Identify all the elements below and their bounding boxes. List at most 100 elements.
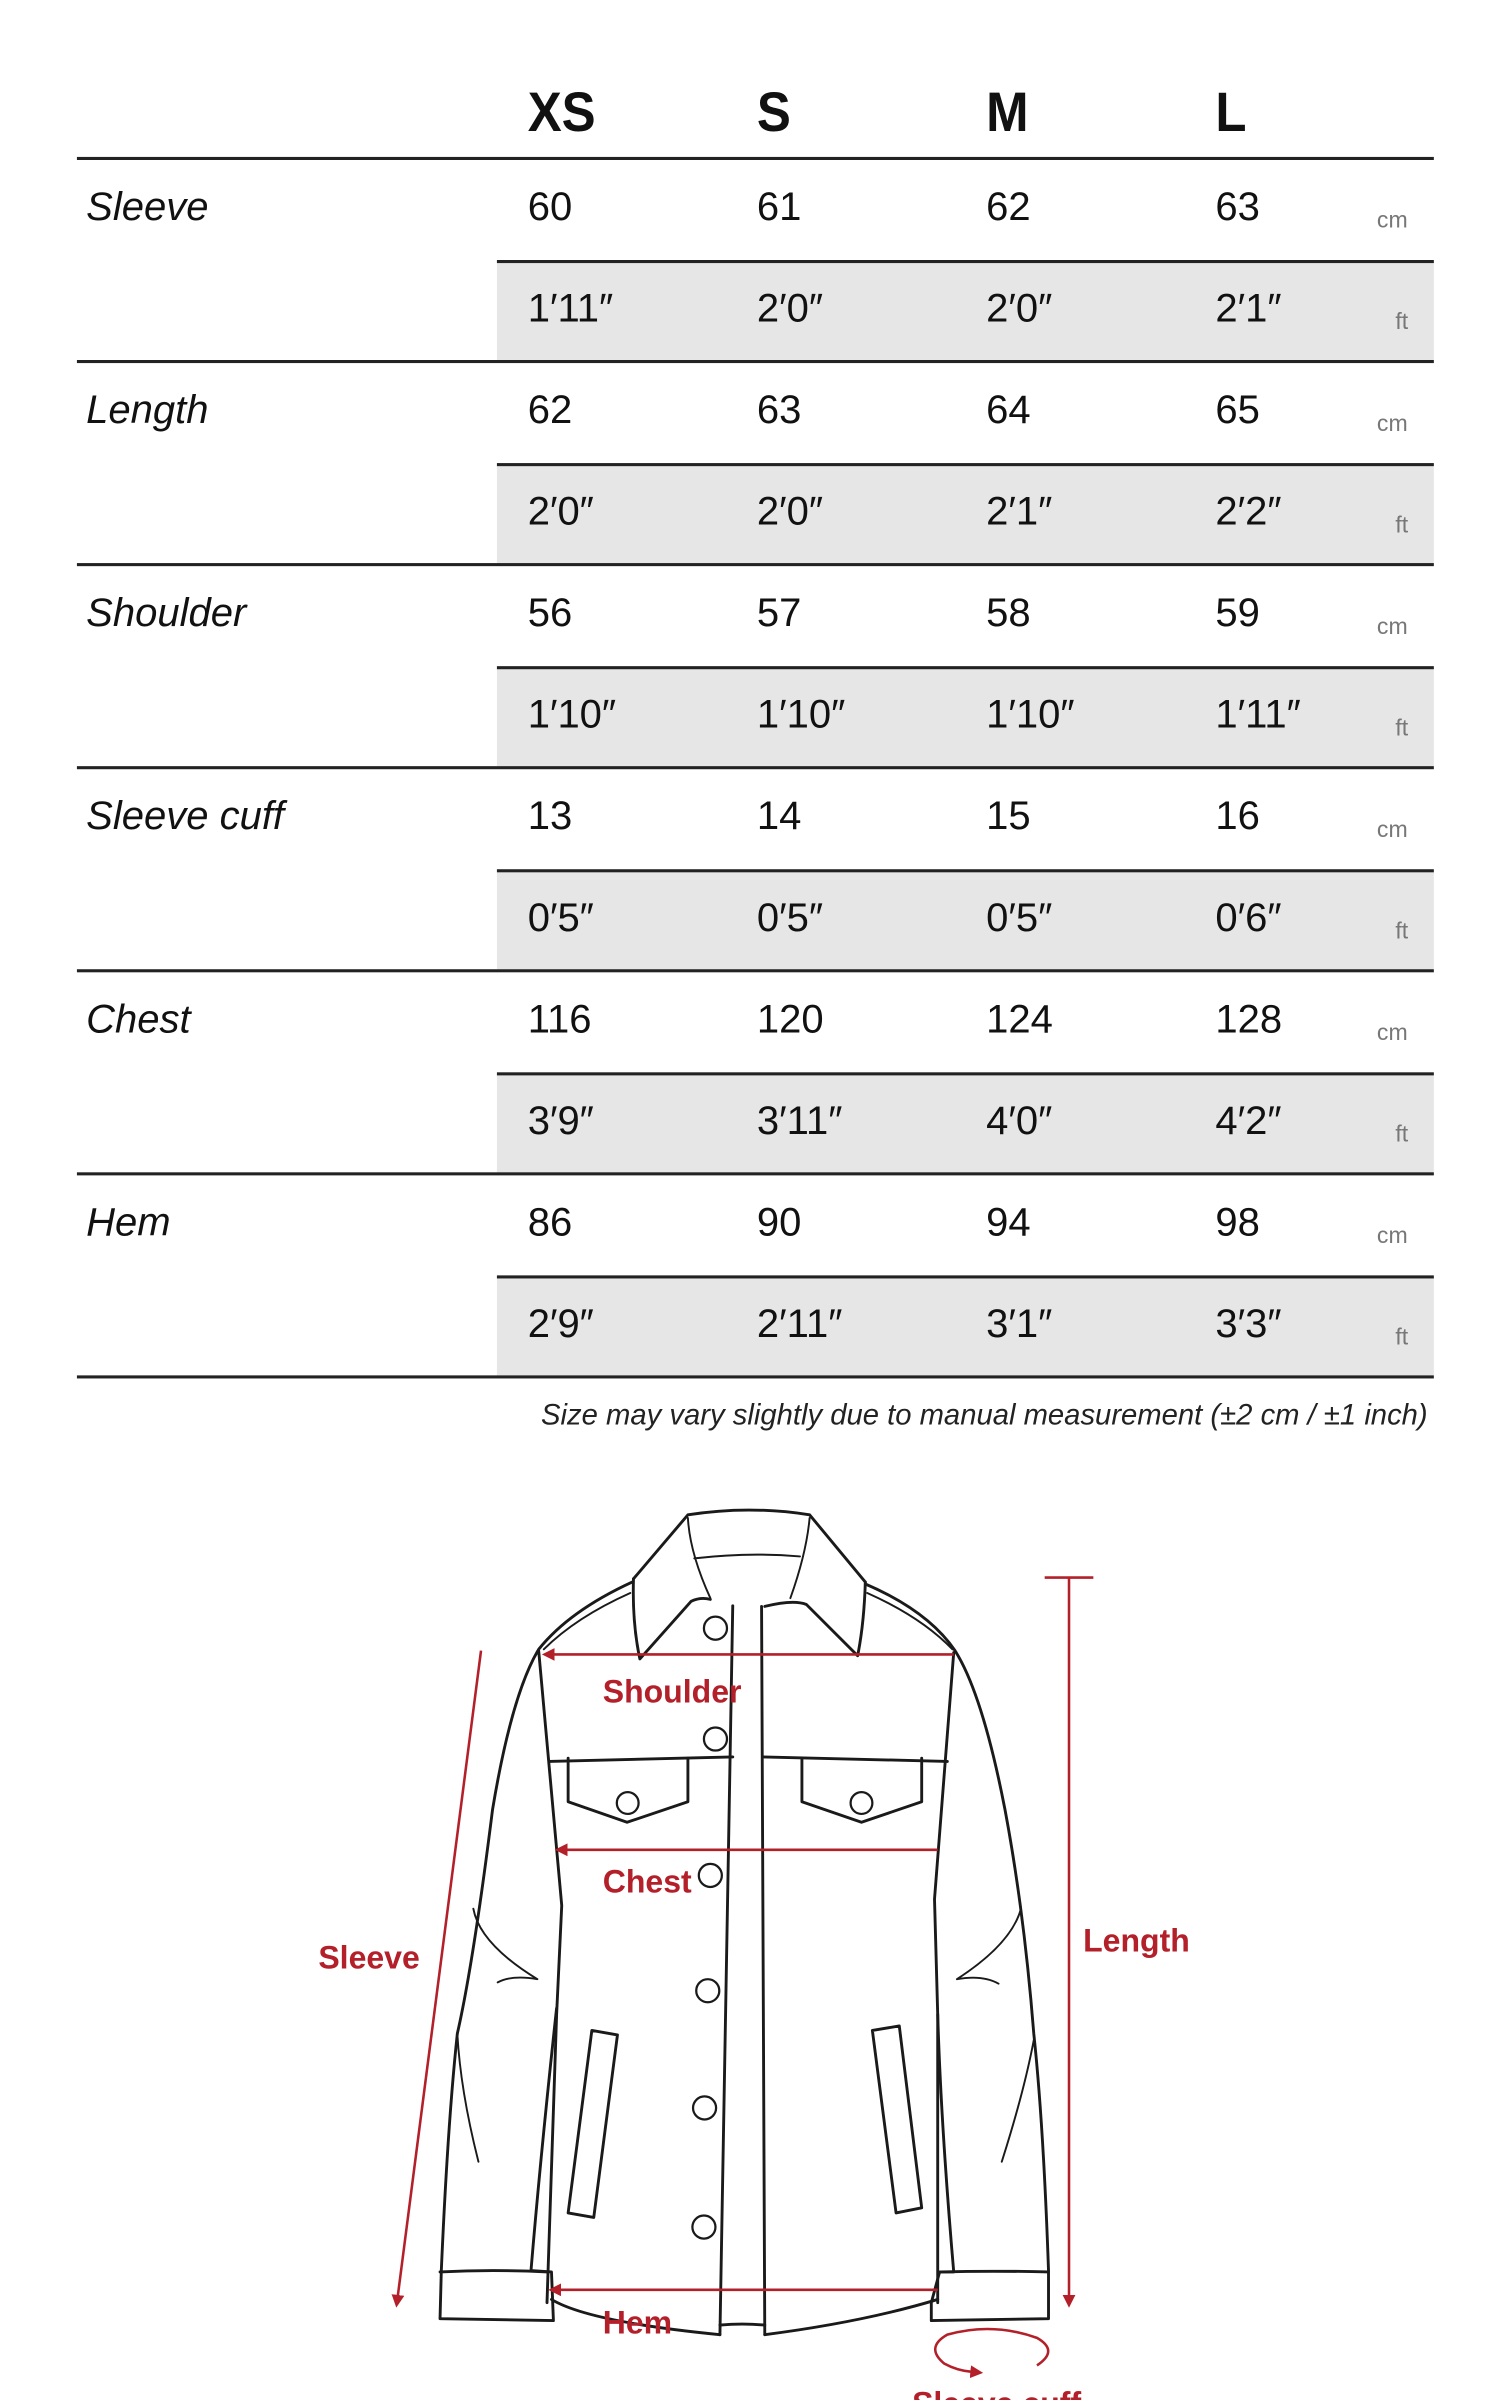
- ft-value: 0′5″: [527, 893, 594, 940]
- size-header-l: L: [1215, 79, 1247, 144]
- ft-unit: ft: [1395, 1324, 1409, 1351]
- ft-row-background: [496, 1276, 1434, 1376]
- size-header-xs: XS: [527, 79, 596, 144]
- cm-value: 94: [986, 1198, 1031, 1245]
- row-sub-rule: [496, 259, 1434, 264]
- ft-value: 2′9″: [527, 1299, 594, 1347]
- cm-value: 63: [1215, 183, 1260, 230]
- ft-value: 3′3″: [1215, 1299, 1282, 1347]
- ft-unit: ft: [1395, 918, 1409, 945]
- cm-value: 64: [986, 386, 1031, 433]
- cm-value: 63: [756, 386, 802, 433]
- ft-unit: ft: [1395, 1121, 1409, 1148]
- ft-row-background: [496, 667, 1434, 767]
- row-rule: [76, 1172, 1434, 1176]
- sleeve-label: Sleeve: [318, 1939, 419, 1975]
- jacket-buttons: [615, 1615, 874, 2240]
- row-rule: [76, 766, 1434, 770]
- ft-row-background: [496, 870, 1434, 970]
- size-header-s: S: [756, 79, 791, 144]
- ft-value: 2′0″: [756, 487, 824, 534]
- table-top-rule: [76, 156, 1434, 160]
- row-label-chest: Chest: [86, 995, 191, 1042]
- cm-value: 56: [527, 589, 573, 636]
- jacket-outline: [438, 1508, 1050, 2337]
- ft-row-background: [496, 464, 1434, 564]
- cm-unit: cm: [1376, 1223, 1408, 1250]
- ft-row-background: [496, 261, 1434, 360]
- sleeve-cuff-arrow: [934, 2327, 1050, 2379]
- row-sub-rule: [496, 1275, 1434, 1279]
- ft-value: 1′10″: [527, 690, 617, 737]
- row-label-sleeve-cuff: Sleeve cuff: [86, 792, 285, 839]
- ft-value: 3′1″: [986, 1299, 1053, 1347]
- sleeve-cuff-label: Sleeve cuff: [912, 2386, 1081, 2400]
- ft-value: 2′1″: [986, 487, 1053, 534]
- ft-value: 2′0″: [527, 487, 594, 534]
- row-rule: [76, 1375, 1434, 1379]
- cm-value: 59: [1215, 589, 1260, 636]
- jacket-measurement-diagram: Shoulder Chest Hem Sleeve Length Sleeve …: [318, 1508, 1190, 2400]
- cm-value: 116: [527, 995, 592, 1042]
- ft-value: 2′11″: [756, 1299, 843, 1347]
- ft-value: 4′0″: [986, 1096, 1053, 1144]
- ft-value: 2′0″: [986, 284, 1053, 331]
- row-label-sleeve: Sleeve: [86, 183, 209, 230]
- ft-value: 1′10″: [986, 690, 1075, 737]
- row-label-shoulder: Shoulder: [86, 589, 247, 636]
- ft-value: 3′9″: [527, 1096, 594, 1144]
- cm-value: 15: [986, 792, 1031, 839]
- cm-value: 57: [756, 589, 802, 636]
- cm-value: 14: [756, 792, 802, 839]
- length-label: Length: [1083, 1923, 1190, 1959]
- row-rule: [76, 359, 1434, 364]
- row-label-hem: Hem: [86, 1198, 171, 1245]
- row-sub-rule: [496, 463, 1434, 467]
- row-rule: [76, 563, 1434, 567]
- cm-value: 65: [1215, 386, 1260, 433]
- ft-unit: ft: [1395, 715, 1409, 742]
- cm-value: 90: [756, 1198, 802, 1245]
- cm-value: 58: [986, 589, 1031, 636]
- cm-value: 62: [986, 183, 1031, 230]
- ft-row-background: [496, 1073, 1434, 1173]
- ft-value: 4′2″: [1215, 1096, 1282, 1144]
- ft-value: 1′11″: [1215, 690, 1301, 737]
- cm-value: 16: [1215, 792, 1260, 839]
- ft-value: 0′5″: [986, 893, 1053, 940]
- ft-value: 1′11″: [527, 284, 614, 331]
- cm-value: 86: [527, 1198, 573, 1245]
- cm-value: 62: [527, 386, 573, 433]
- ft-value: 0′5″: [756, 893, 824, 940]
- size-header-m: M: [986, 79, 1029, 144]
- hem-label: Hem: [603, 2304, 672, 2340]
- ft-value: 2′2″: [1215, 487, 1282, 534]
- cm-unit: cm: [1376, 410, 1408, 437]
- cm-unit: cm: [1376, 207, 1408, 234]
- ft-value: 2′1″: [1215, 284, 1282, 331]
- cm-value: 120: [756, 995, 824, 1042]
- row-sub-rule: [496, 666, 1434, 670]
- cm-unit: cm: [1376, 816, 1408, 844]
- cm-value: 13: [527, 792, 573, 839]
- row-label-length: Length: [86, 386, 209, 433]
- ft-value: 0′6″: [1215, 893, 1282, 940]
- cm-value: 124: [986, 995, 1053, 1042]
- ft-value: 1′10″: [756, 690, 846, 737]
- chest-label: Chest: [603, 1864, 692, 1900]
- row-sub-rule: [496, 1072, 1434, 1076]
- cm-unit: cm: [1376, 1019, 1408, 1047]
- ft-value: 3′11″: [756, 1096, 843, 1144]
- ft-value: 2′0″: [756, 284, 824, 331]
- row-sub-rule: [496, 869, 1434, 873]
- sleeve-arrow: [391, 1650, 483, 2308]
- cm-value: 98: [1215, 1198, 1260, 1245]
- cm-unit: cm: [1376, 613, 1408, 640]
- ft-unit: ft: [1395, 309, 1409, 336]
- cm-value: 61: [756, 183, 802, 230]
- cm-value: 60: [527, 183, 573, 230]
- shoulder-label: Shoulder: [603, 1673, 742, 1709]
- ft-unit: ft: [1395, 512, 1409, 539]
- row-rule: [76, 969, 1434, 973]
